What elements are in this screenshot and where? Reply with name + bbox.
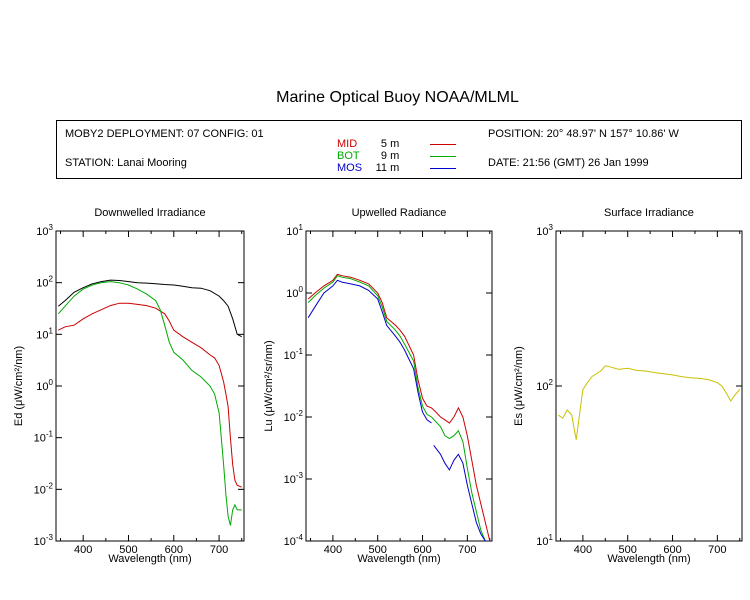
x-tick-label: 700 <box>210 544 228 556</box>
series-line-mid <box>58 302 242 488</box>
y-tick-label: 10-3 <box>284 471 304 486</box>
x-tick-label: 400 <box>574 544 592 556</box>
y-tick-label: 100 <box>286 285 303 300</box>
series-line-mos <box>433 444 490 541</box>
plot-frame <box>305 230 493 542</box>
legend-unit: m <box>390 150 400 162</box>
x-tick-label: 400 <box>74 544 92 556</box>
y-tick-label: 100 <box>36 378 53 393</box>
info-box: MOBY2 DEPLOYMENT: 07 CONFIG: 01 STATION:… <box>56 120 742 179</box>
legend-line <box>430 168 456 169</box>
y-tick-label: 103 <box>536 223 553 238</box>
chart-3: Surface Irradiance 400 500 600 700 101 102 103 W… <box>513 207 743 565</box>
y-tick-label: 101 <box>286 223 303 238</box>
series-line-bot <box>307 275 490 541</box>
legend-name: MID <box>337 138 358 150</box>
legend-item-mos: MOS 11 m <box>337 162 456 174</box>
station-label: STATION: Lanai Mooring <box>65 157 187 169</box>
x-tick-label: 500 <box>619 544 637 556</box>
date-label: DATE: 21:56 (GMT) 26 Jan 1999 <box>488 157 649 169</box>
y-tick-label: 10-1 <box>34 430 54 445</box>
series-line-mos <box>307 279 432 424</box>
deployment-label: MOBY2 DEPLOYMENT: 07 CONFIG: 01 <box>65 128 264 140</box>
series-line-mos <box>57 279 242 338</box>
x-tick-label: 500 <box>119 544 137 556</box>
x-axis-label: Wavelength (nm) <box>108 553 191 565</box>
y-axis-label: Ed (μW/cm²/nm) <box>13 346 25 426</box>
position-label: POSITION: 20° 48.97' N 157° 10.86' W <box>488 128 679 140</box>
legend-name: BOT <box>337 150 360 162</box>
legend-depth: 9 <box>380 150 387 162</box>
x-tick-label: 600 <box>413 544 431 556</box>
legend-line <box>430 156 456 157</box>
chart-1: Downwelled Irradiance 400 500 600 700 10-3 10-… <box>13 207 245 565</box>
x-tick-label: 700 <box>708 544 726 556</box>
y-tick-label: 101 <box>36 326 53 341</box>
x-tick-label: 400 <box>324 544 342 556</box>
y-tick-label: 101 <box>536 533 553 548</box>
x-tick-label: 500 <box>369 544 387 556</box>
chart-title: Upwelled Radiance <box>352 207 447 219</box>
y-tick-label: 102 <box>36 275 53 290</box>
y-tick-label: 10-1 <box>284 347 304 362</box>
series-line-bot <box>57 281 242 526</box>
chart-2: Upwelled Radiance 400 500 600 700 10-4 10-3 10-… <box>263 207 493 565</box>
chart-title: Surface Irradiance <box>604 207 694 219</box>
legend-unit: m <box>390 162 400 174</box>
plot-frame <box>555 230 743 542</box>
y-tick-label: 10-2 <box>34 481 54 496</box>
x-tick-label: 600 <box>165 544 183 556</box>
x-tick-label: 700 <box>458 544 476 556</box>
series-line-mid <box>307 273 491 541</box>
series-line-es <box>557 365 741 440</box>
legend-unit: m <box>390 138 400 150</box>
x-axis-label: Wavelength (nm) <box>607 553 690 565</box>
y-axis-label: Es (μW/cm²/nm) <box>513 346 525 426</box>
legend-name: MOS <box>337 162 363 174</box>
page-title: Marine Optical Buoy NOAA/MLML <box>276 89 519 106</box>
y-tick-label: 10-3 <box>34 533 54 548</box>
plot-frame <box>55 230 245 542</box>
x-axis-label: Wavelength (nm) <box>357 553 440 565</box>
legend-line <box>430 144 456 145</box>
y-tick-label: 10-4 <box>284 533 304 548</box>
legend-item-bot: BOT 9 m <box>337 150 456 162</box>
legend-item-mid: MID 5 m <box>337 138 456 150</box>
y-axis-label: Lu (μW/cm²/sr/nm) <box>263 340 275 431</box>
legend-depth: 5 <box>380 138 387 150</box>
y-tick-label: 102 <box>536 378 553 393</box>
legend-depth: 11 <box>375 162 387 174</box>
y-tick-label: 103 <box>36 223 53 238</box>
y-tick-label: 10-2 <box>284 409 304 424</box>
x-tick-label: 600 <box>663 544 681 556</box>
chart-title: Downwelled Irradiance <box>94 207 205 219</box>
